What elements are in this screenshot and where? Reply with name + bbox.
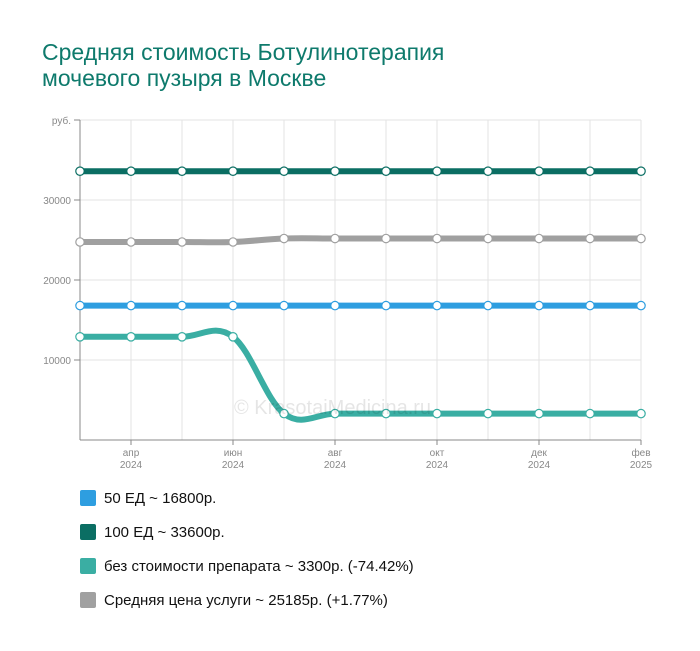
data-point <box>534 408 544 419</box>
data-point <box>636 233 646 244</box>
chart-title-line-2: мочевого пузыря в Москве <box>42 65 327 91</box>
data-point <box>381 233 391 244</box>
data-point <box>228 166 238 176</box>
data-point <box>228 331 238 342</box>
legend-label: 100 ЕД ~ 33600р. <box>104 523 225 541</box>
data-point <box>75 166 85 176</box>
data-point <box>228 300 238 311</box>
data-point <box>228 237 238 247</box>
legend-label: без стоимости препарата ~ 3300р. (-74.42… <box>104 557 414 575</box>
data-point <box>432 233 442 244</box>
data-point <box>279 300 289 311</box>
series-line <box>77 235 644 246</box>
legend-swatch-100-units <box>80 524 96 540</box>
x-tick-label-year: 2024 <box>528 460 551 471</box>
legend-item[interactable]: Средняя цена услуги ~ 25185р. (+1.77%) <box>80 590 414 610</box>
y-axis-unit-label: руб. <box>52 115 71 127</box>
data-point <box>126 166 136 176</box>
data-point <box>126 237 136 247</box>
y-tick-label: 30000 <box>43 196 71 207</box>
data-point <box>636 166 646 176</box>
legend-swatch-without-drug <box>80 558 96 574</box>
data-point <box>585 300 595 311</box>
data-point <box>636 300 646 311</box>
data-point <box>381 300 391 311</box>
y-tick-label: 20000 <box>43 276 71 287</box>
data-point <box>432 300 442 311</box>
data-point <box>585 166 595 176</box>
data-point <box>279 233 289 244</box>
x-tick-label-year: 2025 <box>630 460 653 471</box>
data-point <box>534 166 544 176</box>
data-point <box>432 408 442 419</box>
data-point <box>330 408 340 419</box>
x-tick-label-month: окт <box>430 448 445 459</box>
data-point <box>177 166 187 176</box>
x-tick-label-year: 2024 <box>426 460 449 471</box>
data-point <box>381 408 391 419</box>
legend-label: Средняя цена услуги ~ 25185р. (+1.77%) <box>104 591 388 609</box>
data-point <box>177 237 187 247</box>
x-tick-label-year: 2024 <box>222 460 245 471</box>
legend-label: 50 ЕД ~ 16800р. <box>104 489 217 507</box>
data-point <box>585 408 595 419</box>
data-point <box>585 233 595 244</box>
data-point <box>483 166 493 176</box>
data-point <box>381 166 391 176</box>
watermark: © KrasotaiMedicina.ru <box>234 397 432 419</box>
legend-item[interactable]: 50 ЕД ~ 16800р. <box>80 488 414 508</box>
data-point <box>126 331 136 342</box>
x-tick-label-month: июн <box>224 448 243 459</box>
x-tick-label-month: авг <box>328 448 343 459</box>
data-point <box>483 300 493 311</box>
data-point <box>483 233 493 244</box>
x-tick-label-month: фев <box>631 447 650 459</box>
y-tick-label: 10000 <box>43 356 71 367</box>
data-point <box>483 408 493 419</box>
data-point <box>330 233 340 244</box>
data-point <box>432 166 442 176</box>
x-tick-label-month: дек <box>531 448 547 459</box>
x-tick-label-year: 2024 <box>324 460 347 471</box>
data-point <box>75 237 85 247</box>
data-point <box>279 408 289 419</box>
data-point <box>534 233 544 244</box>
data-point <box>279 166 289 176</box>
chart-legend: 50 ЕД ~ 16800р. 100 ЕД ~ 33600р. без сто… <box>80 488 414 624</box>
data-point <box>534 300 544 311</box>
data-point <box>330 300 340 311</box>
data-point <box>330 166 340 176</box>
data-point <box>75 300 85 311</box>
data-point <box>177 300 187 311</box>
data-point <box>126 300 136 311</box>
x-tick-label-year: 2024 <box>120 460 143 471</box>
data-point <box>636 408 646 419</box>
data-point <box>177 331 187 342</box>
chart-title-line-1: Средняя стоимость Ботулинотерапия <box>42 39 445 65</box>
line-chart: 100002000030000руб.апр2024июн2024авг2024… <box>43 115 653 471</box>
legend-item[interactable]: без стоимости препарата ~ 3300р. (-74.42… <box>80 556 414 576</box>
legend-swatch-50-units <box>80 490 96 506</box>
data-point <box>75 331 85 342</box>
x-tick-label-month: апр <box>123 448 140 459</box>
legend-item[interactable]: 100 ЕД ~ 33600р. <box>80 522 414 542</box>
chart-title: Средняя стоимость Ботулинотерапия мочево… <box>42 39 642 91</box>
legend-swatch-average-price <box>80 592 96 608</box>
